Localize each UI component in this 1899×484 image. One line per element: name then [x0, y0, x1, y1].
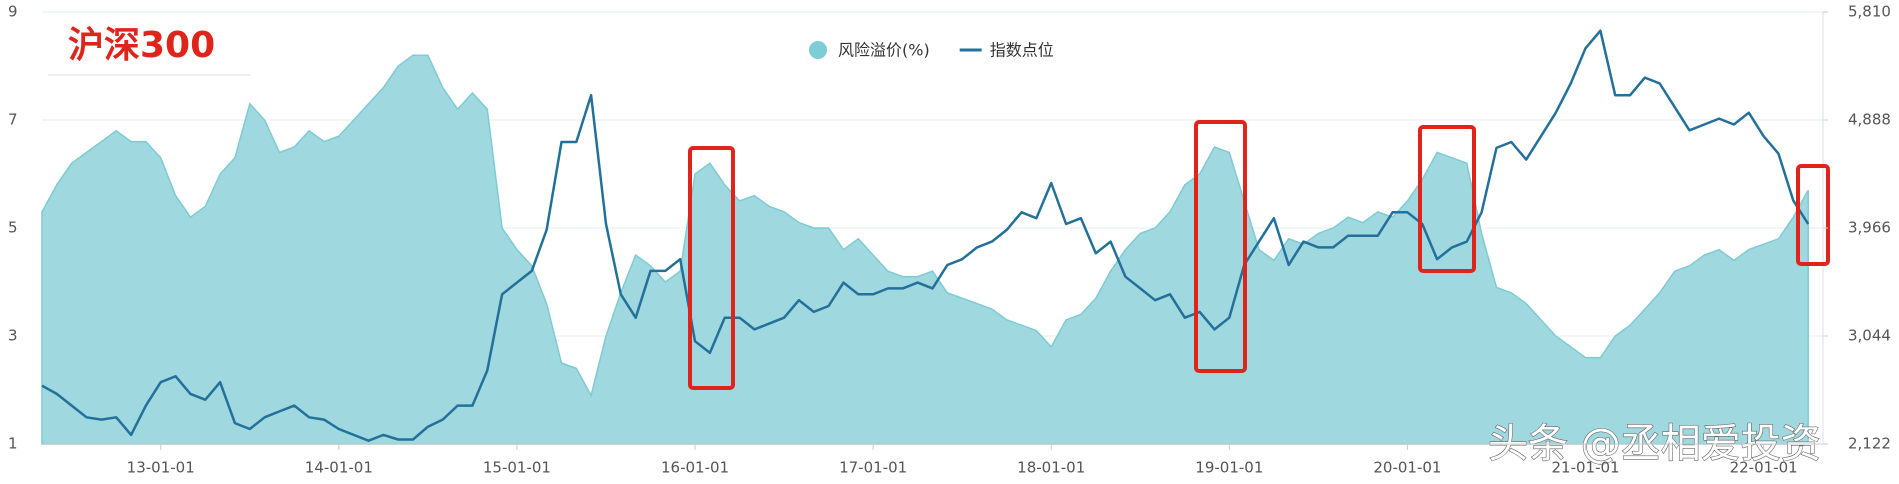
y2-tick-label: 3,044	[1848, 327, 1891, 345]
x-tick-label: 21-01-01	[1551, 459, 1619, 477]
y2-tick-label: 3,966	[1848, 219, 1891, 237]
x-tick-label: 14-01-01	[305, 459, 373, 477]
highlight-box	[688, 146, 735, 390]
x-tick-label: 18-01-01	[1017, 459, 1085, 477]
highlight-box	[1194, 120, 1247, 373]
x-tick-label: 22-01-01	[1730, 459, 1798, 477]
x-tick-label: 15-01-01	[483, 459, 551, 477]
highlight-box	[1418, 125, 1476, 273]
y-tick-label: 9	[8, 3, 18, 21]
y-tick-label: 5	[8, 219, 18, 237]
y2-tick-label: 2,122	[1848, 435, 1891, 453]
area	[41, 54, 1809, 445]
highlight-box	[1796, 164, 1830, 266]
marks	[41, 29, 1810, 445]
y-tick-label: 1	[8, 435, 18, 453]
x-tick-label: 13-01-01	[127, 459, 195, 477]
chart-title: 沪深300	[68, 25, 215, 66]
legend-label: 风险溢价(%)	[838, 41, 930, 60]
legend-marker	[809, 41, 827, 59]
x-tick-label: 16-01-01	[661, 459, 729, 477]
x-tick-label: 17-01-01	[839, 459, 907, 477]
y-tick-label: 7	[8, 111, 18, 129]
y2-tick-label: 5,810	[1848, 3, 1891, 21]
y2-tick-label: 4,888	[1848, 111, 1891, 129]
x-tick-label: 20-01-01	[1373, 459, 1441, 477]
line	[41, 29, 1810, 442]
legend-label: 指数点位	[990, 41, 1054, 60]
x-tick-label: 19-01-01	[1195, 459, 1263, 477]
y-tick-label: 3	[8, 327, 18, 345]
